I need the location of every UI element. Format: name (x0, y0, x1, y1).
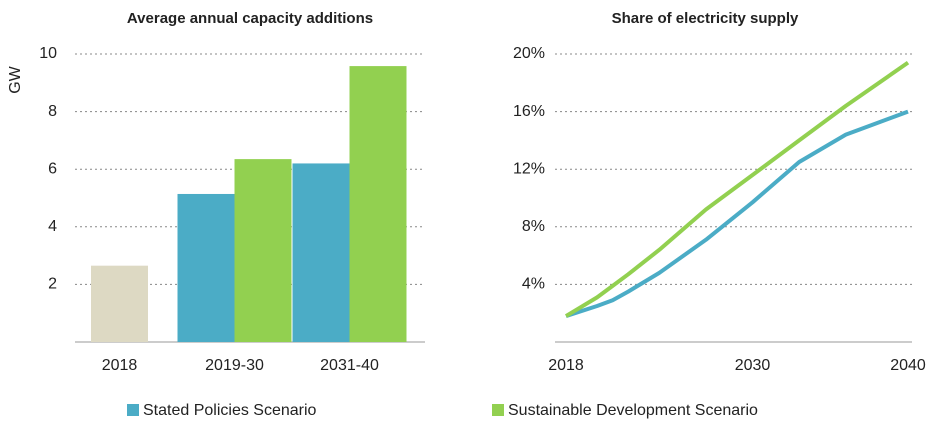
legend-label: Sustainable Development Scenario (508, 402, 758, 419)
x-tick-label: 2019-30 (205, 357, 264, 374)
legend-swatch (127, 404, 139, 416)
y-tick-label: 20% (513, 45, 545, 62)
line (564, 60, 910, 318)
y-tick-label: 4 (48, 218, 57, 235)
y-tick-label: 12% (513, 160, 545, 177)
chart-title: Average annual capacity additions (127, 10, 373, 27)
x-tick-label: 2030 (735, 357, 771, 374)
y-tick-label: 16% (513, 103, 545, 120)
bar (177, 193, 235, 342)
y-axis-label: GW (7, 65, 24, 93)
y-tick-label: 10 (39, 45, 57, 62)
x-tick-label: 2031-40 (320, 357, 379, 374)
legend-label: Stated Policies Scenario (143, 402, 317, 419)
bar (292, 163, 350, 342)
x-tick-label: 2040 (890, 357, 926, 374)
legend-swatch (492, 404, 504, 416)
bar (349, 66, 407, 342)
y-tick-label: 2 (48, 276, 57, 293)
y-tick-label: 8 (48, 103, 57, 120)
line (565, 109, 909, 318)
y-tick-label: 6 (48, 160, 57, 177)
bar (234, 159, 292, 342)
y-tick-label: 8% (522, 218, 545, 235)
y-tick-label: 4% (522, 276, 545, 293)
x-tick-label: 2018 (548, 357, 584, 374)
bar (91, 265, 148, 342)
x-tick-label: 2018 (102, 357, 138, 374)
chart-title: Share of electricity supply (612, 10, 799, 27)
